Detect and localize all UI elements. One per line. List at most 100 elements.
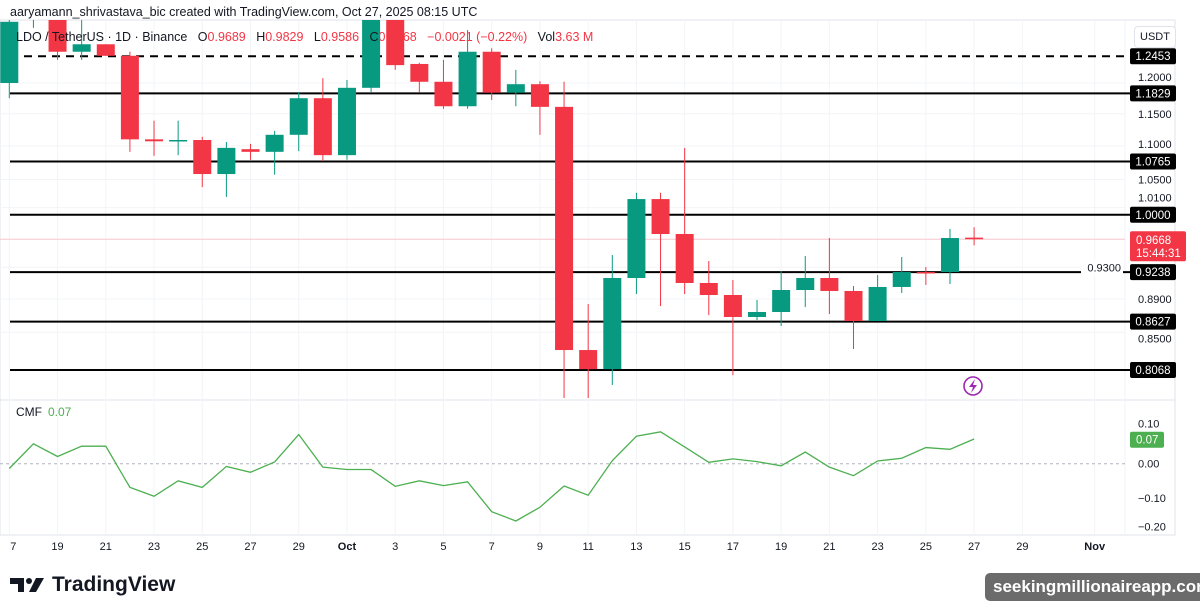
bar-countdown: 15:44:31 [1136,248,1181,260]
level-price-label: 0.9238 [1135,267,1170,279]
candle[interactable] [772,271,791,327]
last-price-value: 0.9668 [1136,235,1171,247]
tradingview-logo[interactable]: TradingView [10,573,175,597]
candle[interactable] [0,15,19,99]
candle[interactable] [48,0,67,60]
level-price-label: 1.2453 [1135,51,1170,63]
candle-body [386,20,405,66]
candle[interactable] [337,79,356,160]
change-value: −0.0021 (−0.22%) [427,30,528,44]
candle[interactable] [482,48,501,101]
last-price-badge [1130,231,1186,262]
price-tick-label: 1.2000 [1138,72,1172,84]
time-tick-label: 25 [196,541,208,553]
candle[interactable] [627,192,646,294]
price-tick-label: 1.1000 [1138,139,1172,151]
candle[interactable] [579,304,598,398]
time-tick-label: Nov [1084,541,1106,553]
candle[interactable] [820,238,839,315]
candle[interactable] [241,143,260,160]
candle-body [313,98,332,156]
level-price-badge [1130,362,1176,379]
candle-body [193,139,212,175]
level-price-label: 1.0000 [1135,210,1170,222]
candle[interactable] [555,81,574,398]
candle[interactable] [193,136,212,188]
cmf-value: 0.07 [48,405,72,419]
watermark: seekingmillionaireapp.com [985,573,1200,601]
candle[interactable] [748,299,767,320]
time-tick-label: 15 [679,541,691,553]
candle[interactable] [940,228,959,285]
candle-body [651,199,670,234]
candle[interactable] [506,69,525,107]
candle-body [289,98,308,135]
level-price-badge [1130,264,1176,281]
candle[interactable] [699,260,718,316]
candle-body [482,51,501,93]
cmf-tick-label: −0.10 [1138,493,1166,505]
candle[interactable] [530,81,549,135]
candle[interactable] [120,51,139,152]
candle-body [96,44,115,56]
tradingview-logo-icon [10,578,44,592]
candle[interactable] [651,192,670,307]
candle[interactable] [434,59,453,109]
logo-text: TradingView [52,573,176,596]
time-tick-label: 23 [148,541,160,553]
high-label: H [256,30,266,44]
candle-body [844,290,863,321]
candle[interactable] [796,256,815,308]
alert-icon[interactable] [963,376,983,396]
time-tick-label: 25 [920,541,932,553]
chart-credit: aaryamann_shrivastava_bic created with T… [10,5,478,19]
time-tick-label: 19 [51,541,63,553]
cmf-pane [0,431,1125,522]
time-tick-label: Oct [338,541,357,553]
candle[interactable] [289,92,308,152]
time-tick-label: 19 [775,541,787,553]
candle[interactable] [145,120,164,156]
candle[interactable] [96,44,115,56]
candle[interactable] [844,286,863,349]
candle[interactable] [868,275,887,321]
time-tick-label: 17 [727,541,739,553]
time-tick-label: 7 [489,541,495,553]
candle-body [892,272,911,287]
cmf-value-badge [1130,431,1164,448]
candle[interactable] [458,30,477,109]
symbol-legend: LDO / TetherUS · 1D · Binance O0.9689 H0… [16,30,593,44]
candle[interactable] [386,3,405,70]
candle-body [555,106,574,351]
level-price-badge [1130,206,1176,223]
candle[interactable] [410,62,429,93]
cmf-title[interactable]: CMF [16,405,42,419]
time-tick-label: 11 [582,541,593,553]
candle[interactable] [723,279,742,376]
candle[interactable] [362,3,381,93]
candle[interactable] [169,120,188,156]
candle[interactable] [24,0,42,28]
time-tick-label: 3 [392,541,398,553]
cmf-legend: CMF 0.07 [16,405,71,419]
price-tick-label: 1.0100 [1138,193,1172,205]
close-label: C [369,30,379,44]
candle[interactable] [217,141,236,197]
time-tick-label: 21 [823,541,835,553]
candle-body [410,63,429,82]
candle[interactable] [916,267,935,285]
time-tick-label: 27 [244,541,256,553]
time-tick-label: 5 [440,541,446,553]
candle[interactable] [675,147,694,294]
candle[interactable] [72,20,91,60]
symbol-name[interactable]: LDO / TetherUS · 1D · Binance [16,30,188,44]
candle[interactable] [603,255,622,386]
time-tick-label: 7 [10,541,16,553]
candle[interactable] [265,130,284,175]
candle[interactable] [892,257,911,293]
volume-label: Vol [537,30,556,44]
currency-button[interactable]: USDT [1134,26,1176,48]
candle[interactable] [313,78,332,162]
candle[interactable] [965,227,984,246]
